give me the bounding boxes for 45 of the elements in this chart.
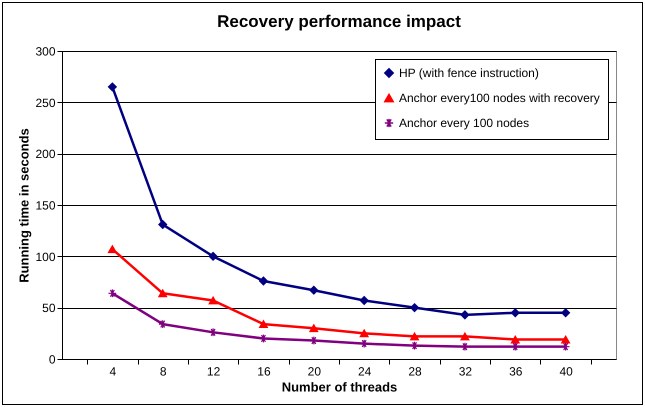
point <box>309 286 318 295</box>
point <box>460 332 470 340</box>
point <box>158 289 168 298</box>
chart-title: Recovery performance impact <box>217 12 462 31</box>
y-tick-label: 250 <box>35 96 56 110</box>
point <box>208 252 218 261</box>
y-tick-label: 100 <box>35 250 56 264</box>
point <box>108 288 117 298</box>
y-tick-label: 0 <box>48 352 56 366</box>
point <box>561 336 570 344</box>
point <box>561 308 570 318</box>
point <box>510 336 520 344</box>
x-tick-label: 8 <box>160 364 167 378</box>
point <box>410 332 420 340</box>
point <box>108 82 117 92</box>
x-tick-label: 12 <box>206 364 221 378</box>
point <box>108 245 117 254</box>
point <box>460 310 470 320</box>
point <box>309 324 318 332</box>
point <box>208 328 218 337</box>
x-tick-label: 24 <box>358 364 372 378</box>
x-tick-label: 40 <box>559 364 574 378</box>
point <box>360 329 369 338</box>
legend-label: Anchor every100 nodes with recovery <box>399 91 600 105</box>
point <box>158 220 168 229</box>
point <box>360 296 369 305</box>
x-tick-label: 20 <box>308 364 322 378</box>
legend-label: Anchor every 100 nodes <box>399 116 530 130</box>
point <box>258 320 268 328</box>
point <box>208 296 218 304</box>
point <box>510 308 520 318</box>
legend-label: HP (with fence instruction) <box>399 66 539 80</box>
y-tick-label: 200 <box>35 147 56 162</box>
y-tick-label: 50 <box>42 301 56 316</box>
y-tick-label: 150 <box>35 198 56 212</box>
x-tick-label: 32 <box>458 364 472 378</box>
point <box>258 276 268 286</box>
x-tick-label: 28 <box>408 364 422 378</box>
x-axis-title: Number of threads <box>282 380 398 394</box>
y-tick-label: 300 <box>35 44 56 58</box>
x-tick-label: 36 <box>509 364 523 378</box>
point <box>410 303 420 312</box>
x-tick-label: 4 <box>110 364 117 378</box>
x-tick-label: 16 <box>257 364 271 378</box>
y-axis-title: Running time in seconds <box>16 128 32 283</box>
